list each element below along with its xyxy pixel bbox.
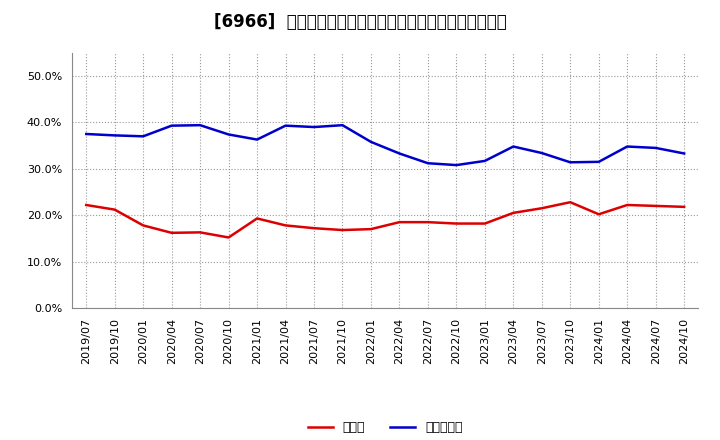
現顔金	[452, 221, 461, 226]
現顔金	[225, 235, 233, 240]
有利子負債	[509, 144, 518, 149]
有利子負債	[225, 132, 233, 137]
現顔金	[537, 205, 546, 211]
現顔金	[338, 227, 347, 233]
有利子負債	[139, 134, 148, 139]
有利子負債	[82, 132, 91, 137]
有利子負債	[652, 145, 660, 150]
現顔金	[366, 227, 375, 232]
現顔金	[167, 230, 176, 235]
現顔金	[509, 210, 518, 216]
有利子負債	[253, 137, 261, 142]
有利子負債	[423, 161, 432, 166]
現顔金	[595, 212, 603, 217]
Legend: 現顔金, 有利子負債: 現顔金, 有利子負債	[307, 422, 463, 434]
Line: 現顔金: 現顔金	[86, 202, 684, 238]
Text: [6966]  現顔金、有利子負債の総資産に対する比率の推移: [6966] 現顔金、有利子負債の総資産に対する比率の推移	[214, 13, 506, 31]
現顔金	[310, 226, 318, 231]
有利子負債	[282, 123, 290, 128]
有利子負債	[110, 133, 119, 138]
現顔金	[253, 216, 261, 221]
有利子負債	[196, 123, 204, 128]
有利子負債	[452, 162, 461, 168]
現顔金	[623, 202, 631, 208]
現顔金	[110, 207, 119, 212]
有利子負債	[338, 123, 347, 128]
Line: 有利子負債: 有利子負債	[86, 125, 684, 165]
現顔金	[480, 221, 489, 226]
現顔金	[652, 203, 660, 209]
現顔金	[196, 230, 204, 235]
現顔金	[395, 220, 404, 225]
有利子負債	[623, 144, 631, 149]
現顔金	[423, 220, 432, 225]
有利子負債	[566, 160, 575, 165]
現顔金	[82, 202, 91, 208]
現顔金	[566, 200, 575, 205]
有利子負債	[680, 151, 688, 156]
現顔金	[139, 223, 148, 228]
有利子負債	[395, 151, 404, 156]
有利子負債	[537, 150, 546, 156]
現顔金	[282, 223, 290, 228]
有利子負債	[366, 139, 375, 144]
有利子負債	[310, 125, 318, 130]
有利子負債	[595, 159, 603, 165]
現顔金	[680, 204, 688, 209]
有利子負債	[167, 123, 176, 128]
有利子負債	[480, 158, 489, 164]
